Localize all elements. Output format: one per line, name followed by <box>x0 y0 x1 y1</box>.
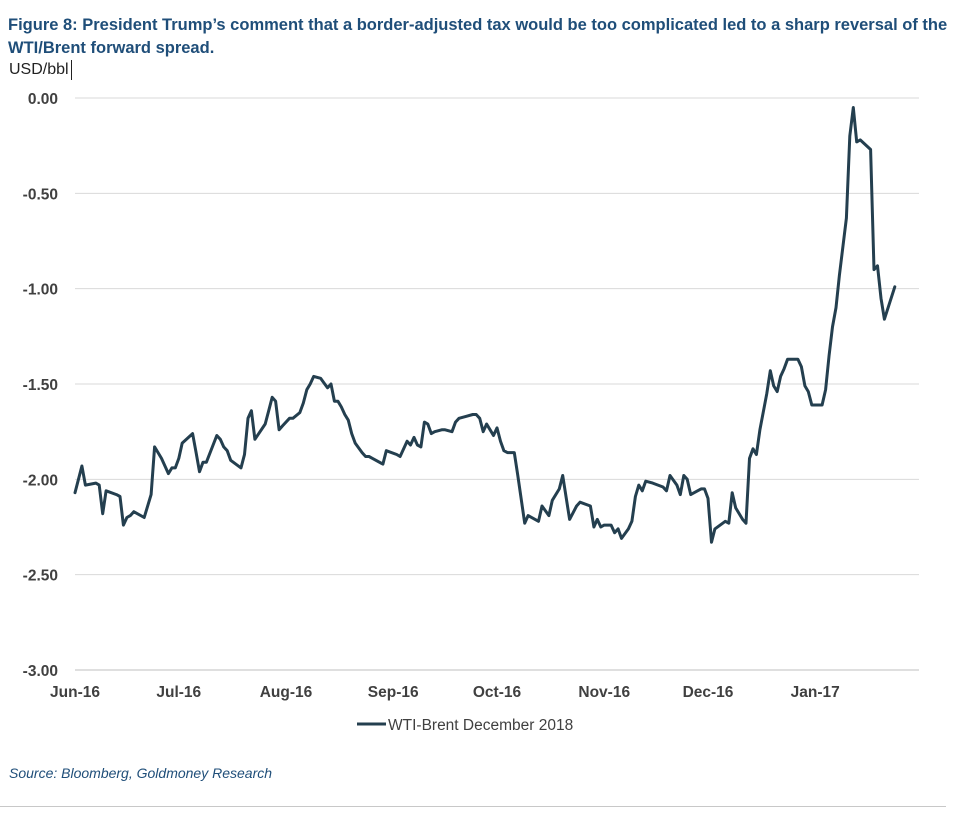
y-tick-label: -0.50 <box>23 186 58 203</box>
y-tick-label: -1.00 <box>23 282 58 299</box>
chart-title: Figure 8: President Trump’s comment that… <box>8 16 948 57</box>
x-tick-label: Nov-16 <box>578 684 630 701</box>
x-tick-label: Oct-16 <box>473 684 522 701</box>
y-tick-label: 0.00 <box>28 91 58 108</box>
source-note: Source: Bloomberg, Goldmoney Research <box>9 765 273 781</box>
x-tick-label: Aug-16 <box>260 684 313 701</box>
x-tick-label: Sep-16 <box>368 684 419 701</box>
y-tick-label: -2.00 <box>23 472 58 489</box>
series-line-wti-brent <box>73 106 897 544</box>
x-tick-label: Dec-16 <box>683 684 734 701</box>
bottom-divider <box>0 806 946 807</box>
y-tick-label: -2.50 <box>23 568 58 585</box>
y-tick-label: -1.50 <box>23 377 58 394</box>
legend-label: WTI-Brent December 2018 <box>388 717 573 734</box>
y-axis-unit-label: USD/bbl <box>9 60 72 80</box>
x-tick-label: Jun-16 <box>50 684 100 701</box>
x-tick-label: Jan-17 <box>791 684 840 701</box>
y-tick-label: -3.00 <box>23 663 58 680</box>
x-tick-label: Jul-16 <box>156 684 201 701</box>
